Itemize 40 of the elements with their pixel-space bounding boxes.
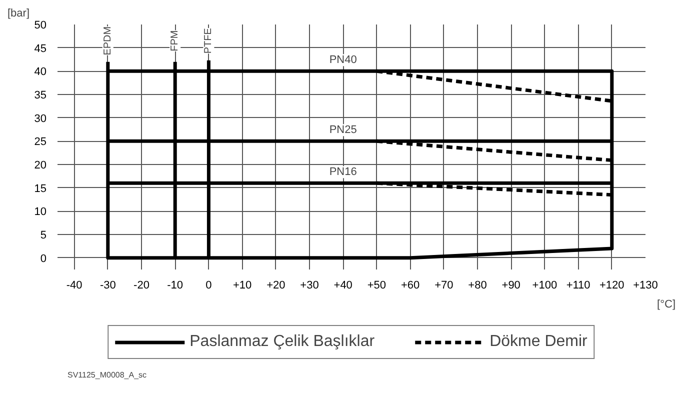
x-tick-label: +110	[566, 280, 590, 292]
x-tick-label: +40	[334, 280, 352, 292]
annotation: FPM	[170, 30, 181, 52]
x-tick-label: +130	[633, 280, 658, 292]
y-tick-label: 10	[34, 206, 47, 218]
x-axis-title: [°C]	[657, 298, 676, 310]
x-tick-label: +60	[400, 280, 420, 292]
x-tick-label: -40	[66, 280, 82, 292]
annotation: PN16	[329, 166, 357, 178]
x-tick-label: -20	[134, 280, 150, 292]
x-tick-label: -10	[167, 280, 184, 292]
y-tick-label: 35	[34, 90, 47, 102]
y-tick-label: 50	[34, 20, 47, 32]
x-tick-label: +70	[434, 280, 454, 292]
legend-label: Paslanmaz Çelik Başlıklar	[190, 333, 375, 351]
annotation: EPDM	[102, 26, 114, 56]
y-tick-label: 25	[34, 136, 47, 148]
annotation: PN40	[329, 54, 357, 66]
x-tick-label: +80	[468, 280, 487, 292]
y-tick-label: 40	[34, 66, 47, 78]
y-tick-label: 30	[34, 112, 47, 125]
y-tick-label: 20	[34, 160, 47, 172]
x-tick-label: -30	[100, 280, 116, 292]
y-tick-label: 0	[40, 252, 47, 265]
x-tick-label: +20	[266, 280, 286, 292]
x-tick-label: 0	[206, 280, 212, 292]
x-tick-label: +90	[502, 280, 520, 292]
x-tick-label: +100	[532, 280, 558, 292]
y-tick-label: 45	[34, 42, 47, 55]
x-tick-label: +50	[367, 280, 386, 292]
text: SV1125_M0008_A_sc	[68, 370, 147, 380]
y-tick-label: 15	[34, 182, 47, 195]
legend-label: Dökme Demir	[490, 333, 588, 351]
y-tick-label: 5	[40, 230, 47, 242]
x-tick-label: +30	[300, 280, 319, 292]
x-tick-label: +10	[232, 280, 252, 292]
y-axis-title: [bar]	[8, 8, 30, 20]
x-tick-label: +120	[600, 280, 624, 292]
annotation: PN25	[329, 124, 357, 136]
annotation: PTFE	[203, 28, 214, 54]
